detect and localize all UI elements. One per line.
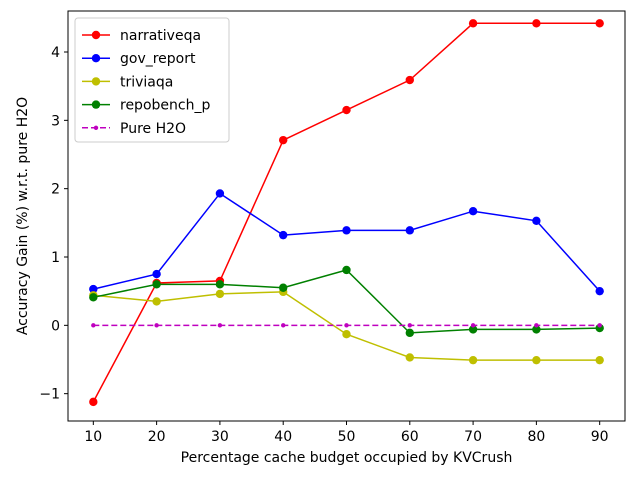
- data-point-gov-report: [215, 189, 225, 198]
- data-point-pure-h2o: [407, 323, 412, 328]
- legend-label-gov-report: gov_report: [120, 51, 196, 67]
- data-point-narrativeqa: [532, 19, 541, 28]
- legend-swatch-marker-triviaqa: [91, 77, 101, 86]
- data-point-repobench-p: [279, 283, 288, 292]
- x-tick-label: 20: [148, 429, 166, 445]
- data-point-triviaqa: [342, 330, 351, 339]
- legend-swatch-marker-narrativeqa: [91, 30, 101, 40]
- legend-label-pure-h2o: Pure H2O: [120, 121, 186, 137]
- legend-swatch-marker-repobench-p: [91, 100, 101, 109]
- series-line-gov-report: [93, 192, 601, 292]
- data-point-gov-report: [468, 207, 478, 216]
- legend-swatch-marker-gov-report: [91, 54, 101, 63]
- data-point-pure-h2o: [91, 323, 96, 328]
- data-point-gov-report: [595, 286, 604, 296]
- x-tick-label: 90: [591, 429, 609, 445]
- data-point-pure-h2o: [470, 323, 476, 328]
- data-point-triviaqa: [215, 289, 225, 299]
- data-point-gov-report: [279, 230, 288, 240]
- x-tick-label: 80: [527, 429, 545, 445]
- legend-swatch-marker-pure-h2o: [93, 125, 99, 130]
- x-axis-label: Percentage cache budget occupied by KVCr…: [181, 450, 513, 466]
- plot-area: [89, 19, 604, 407]
- data-point-pure-h2o: [154, 323, 159, 328]
- data-point-pure-h2o: [217, 323, 223, 328]
- data-point-pure-h2o: [597, 323, 602, 328]
- data-point-pure-h2o: [281, 323, 286, 328]
- x-tick-label: 70: [464, 429, 482, 445]
- y-tick-label: 1: [51, 250, 60, 266]
- x-tick-label: 50: [338, 429, 356, 445]
- legend-label-repobench-p: repobench_p: [120, 98, 210, 114]
- data-point-narrativeqa: [405, 75, 414, 85]
- data-point-repobench-p: [532, 325, 541, 334]
- y-tick-label: 3: [51, 113, 60, 129]
- x-tick-label: 10: [84, 429, 102, 445]
- legend-label-narrativeqa: narrativeqa: [120, 28, 201, 44]
- data-point-pure-h2o: [344, 323, 349, 328]
- y-tick-label: 4: [51, 45, 60, 61]
- data-point-triviaqa: [152, 297, 161, 306]
- data-point-repobench-p: [152, 280, 161, 289]
- data-point-narrativeqa: [595, 19, 604, 28]
- data-point-narrativeqa: [89, 397, 98, 407]
- legend: narrativeqa gov_report triviaqa repobench_p…: [74, 17, 230, 143]
- y-tick-label: 2: [51, 182, 60, 198]
- x-axis: 10 20 30 40 50 60 70 80 90: [84, 421, 609, 445]
- data-point-pure-h2o: [534, 323, 539, 328]
- data-point-gov-report: [152, 269, 161, 279]
- data-point-triviaqa: [532, 355, 541, 365]
- data-point-narrativeqa: [342, 105, 351, 115]
- data-point-repobench-p: [405, 328, 414, 338]
- y-axis-label: Accuracy Gain (%) w.r.t. pure H2O: [15, 97, 31, 335]
- data-point-triviaqa: [468, 355, 478, 365]
- data-point-gov-report: [89, 284, 98, 294]
- data-point-gov-report: [405, 226, 414, 235]
- data-point-repobench-p: [215, 280, 225, 289]
- x-tick-label: 60: [401, 429, 419, 445]
- legend-box: [74, 17, 230, 143]
- data-point-triviaqa: [595, 355, 604, 365]
- y-axis: −1 0 1 2 3 4: [39, 45, 68, 403]
- y-tick-label: −1: [39, 387, 60, 403]
- x-tick-label: 30: [211, 429, 229, 445]
- data-point-triviaqa: [405, 353, 414, 362]
- data-point-repobench-p: [468, 325, 478, 334]
- data-point-narrativeqa: [468, 19, 478, 28]
- data-point-repobench-p: [342, 265, 351, 275]
- data-point-gov-report: [532, 216, 541, 225]
- data-point-gov-report: [342, 226, 351, 235]
- x-tick-label: 40: [274, 429, 292, 445]
- y-tick-label: 0: [51, 318, 60, 334]
- data-point-repobench-p: [89, 293, 98, 302]
- data-point-narrativeqa: [279, 135, 288, 145]
- legend-label-triviaqa: triviaqa: [120, 74, 173, 90]
